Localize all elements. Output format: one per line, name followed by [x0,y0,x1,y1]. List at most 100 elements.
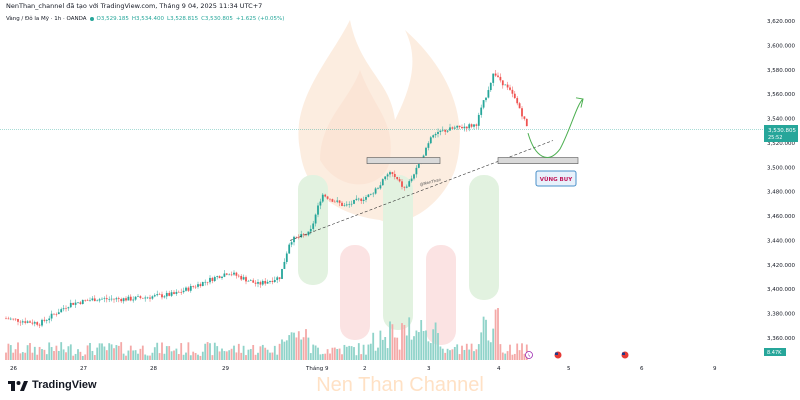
candle-body [129,296,132,301]
candle-body [163,296,166,298]
volume-bar [285,340,288,360]
volume-bar [295,337,298,360]
candle-body [41,319,43,326]
candle-body [9,318,12,320]
volume-bar [348,345,351,360]
tradingview-logo-icon [8,379,28,391]
price-tick: 3,400.000 [767,287,795,293]
volume-bar [477,344,480,360]
volume-bar [81,355,84,360]
trendline[interactable] [289,140,554,241]
volume-bar [415,330,418,360]
candle-body [259,282,262,285]
volume-bar [33,346,36,360]
top-bar: NenThan_channel đã tạo với TradingView.c… [0,0,800,13]
buy-zone-callout[interactable]: VÙNG BUY [535,170,577,187]
volume-bar [343,344,346,360]
candle-body [62,308,65,310]
candle-body [300,234,303,238]
volume-bar [468,349,471,360]
symbol-legend[interactable]: Vàng / Đô la Mỹ · 1h · OANDA O3,529.185 … [6,14,284,24]
volume-bar [360,354,363,360]
volume-bar [499,344,502,360]
volume-bar [408,317,411,360]
candle-body [158,294,161,295]
candle-body [185,287,187,291]
candle-body [357,198,360,200]
volume-bar [213,342,216,360]
ohlc-close: C3,530.805 [201,16,233,22]
candle-body [281,268,283,279]
volume-bar [465,343,468,360]
candle-body [120,298,123,302]
candle-body [355,198,358,200]
candle-body [504,84,507,86]
time-axis[interactable]: 26 27 28 29 Tháng 9 2 3 4 5 6 9 [10,365,717,372]
event-icons[interactable]: ϟ [525,351,629,359]
volume-bar [362,344,365,360]
candle-body [177,291,180,293]
volume-bar [57,350,60,360]
candle-body [57,312,60,315]
candle-body [65,308,67,309]
candle-body [98,299,101,301]
volume-bar [331,347,334,360]
candle-body [105,298,108,300]
candle-body [79,302,82,304]
volume-bar [141,345,144,360]
volume-bar [50,347,53,360]
candle-body [206,281,209,283]
candle-body [398,179,401,182]
buy-zone-label: VÙNG BUY [540,176,573,183]
volume-bar [235,352,238,360]
candle-body [473,124,475,127]
candle-body [110,298,113,300]
channel-watermark: Nen Than Channel [316,374,484,396]
price-axis[interactable]: 3,360.000 3,380.000 3,400.000 3,420.000 3,44… [767,19,795,342]
volume-bar [221,348,223,360]
candle-body [283,261,286,269]
candle-body [489,82,492,91]
candle-body [247,280,250,282]
volume-bar [146,355,149,360]
candle-body [271,280,274,282]
candle-body [19,321,22,323]
volume-bar [189,355,192,360]
candle-body [125,298,127,301]
candle-body [269,280,271,282]
price-tick: 3,360.000 [767,336,795,342]
tradingview-brand[interactable]: TradingView [8,379,97,391]
volume-bar [233,345,235,360]
price-tick: 3,460.000 [767,214,795,220]
volume-bar [21,352,24,360]
support-zone[interactable] [366,157,441,164]
candle-body [307,231,310,236]
volume-bar [278,343,281,360]
candle-body [480,107,483,115]
candle-body [153,295,156,297]
buy-zone-box[interactable] [497,157,579,164]
candle-body [492,73,495,83]
candle-body [266,281,269,284]
candle-body [314,214,317,224]
volume-bar [336,348,339,360]
candle-body [513,93,516,99]
price-tick: 3,420.000 [767,263,795,269]
volume-bar [192,351,195,360]
ohlc-open: O3,529.185 [96,16,129,22]
volume-bar [19,353,22,360]
candle-body [485,97,487,101]
volume-bar [312,344,315,360]
volume-bar [24,352,27,360]
volume-bar [209,343,211,360]
projection-arrow[interactable] [527,98,584,158]
volume-bar [12,352,15,360]
flame-inner [320,70,391,185]
candle-body [401,181,403,187]
volume-bar [314,345,317,360]
volume-bar [345,346,348,360]
candle-body [362,199,365,201]
candle-body [264,280,267,284]
volume-bar [417,332,420,360]
